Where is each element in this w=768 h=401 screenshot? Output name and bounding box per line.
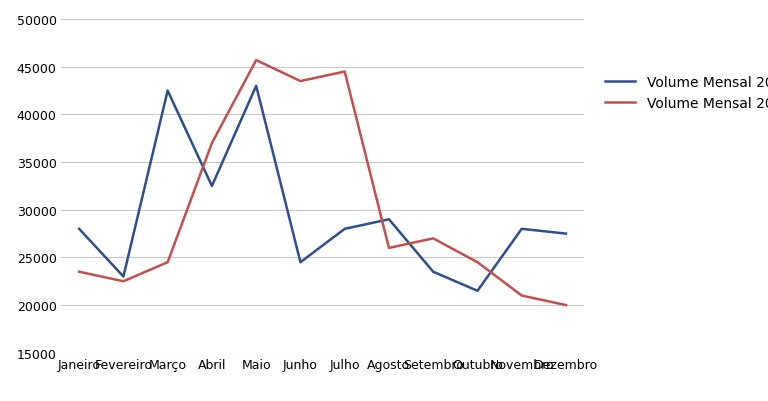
Volume Mensal 2019 — [561, 303, 571, 308]
Volume Mensal 2019 — [517, 294, 526, 298]
Volume Mensal 2020 — [340, 227, 349, 232]
Volume Mensal 2020 — [517, 227, 526, 232]
Volume Mensal 2019 — [74, 269, 84, 274]
Volume Mensal 2020 — [473, 289, 482, 294]
Volume Mensal 2019 — [340, 70, 349, 75]
Line: Volume Mensal 2019: Volume Mensal 2019 — [79, 61, 566, 305]
Volume Mensal 2019 — [119, 279, 128, 284]
Legend: Volume Mensal 2020, Volume Mensal 2019: Volume Mensal 2020, Volume Mensal 2019 — [599, 70, 768, 116]
Volume Mensal 2020 — [119, 274, 128, 279]
Volume Mensal 2020 — [561, 232, 571, 237]
Volume Mensal 2019 — [473, 260, 482, 265]
Line: Volume Mensal 2020: Volume Mensal 2020 — [79, 87, 566, 291]
Volume Mensal 2020 — [384, 217, 393, 222]
Volume Mensal 2019 — [296, 79, 305, 84]
Volume Mensal 2020 — [74, 227, 84, 232]
Volume Mensal 2020 — [207, 184, 217, 189]
Volume Mensal 2020 — [296, 260, 305, 265]
Volume Mensal 2020 — [429, 269, 438, 274]
Volume Mensal 2019 — [384, 246, 393, 251]
Volume Mensal 2019 — [207, 141, 217, 146]
Volume Mensal 2020 — [163, 89, 172, 94]
Volume Mensal 2019 — [252, 59, 261, 63]
Volume Mensal 2020 — [252, 84, 261, 89]
Volume Mensal 2019 — [429, 236, 438, 241]
Volume Mensal 2019 — [163, 260, 172, 265]
